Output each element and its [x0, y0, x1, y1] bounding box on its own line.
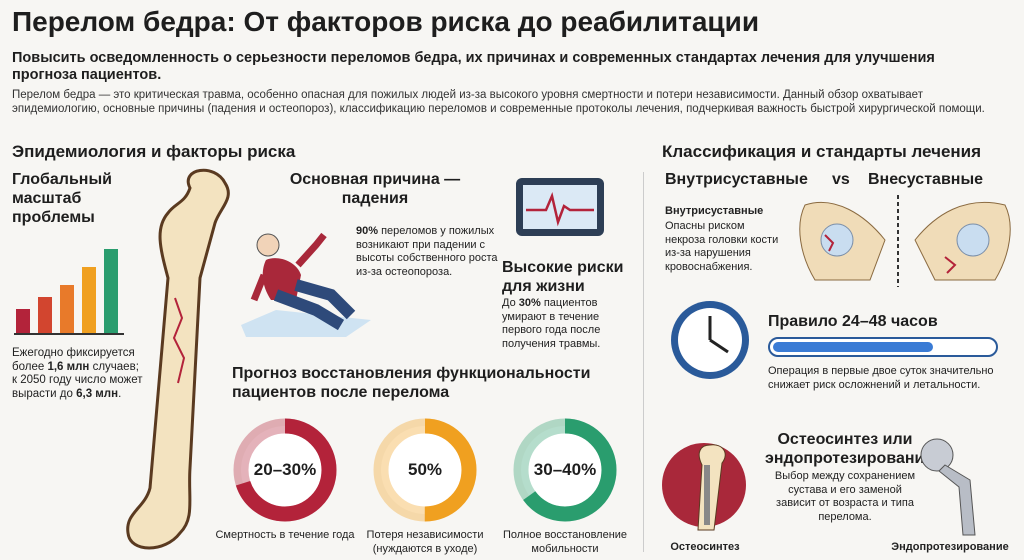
ring-arc	[373, 418, 477, 522]
progress-track	[768, 337, 998, 357]
implant-illustration	[920, 438, 976, 536]
ring-caption: Потеря независимости (нуждаются в уходе)	[366, 529, 484, 555]
compare-a: Внутрисуставные	[665, 171, 808, 188]
highlight: 6,3 млн	[76, 387, 119, 400]
divider	[643, 172, 644, 552]
left-heading: Эпидемиология и факторы риска	[12, 142, 296, 161]
osteosynthesis-illustration	[662, 443, 746, 531]
intra-title: Внутрисуставные	[665, 205, 764, 217]
prognosis-title: Прогноз восстановления функциональности …	[232, 365, 591, 401]
highlight: 90%	[356, 225, 379, 237]
intro: Перелом бедра — это критическая травма, …	[12, 89, 985, 115]
text: пациентов умирают в течение первого года…	[502, 297, 601, 350]
right-heading: Классификация и стандарты лечения	[662, 142, 982, 161]
text: До	[502, 297, 519, 309]
hip-illustration	[799, 195, 1011, 287]
intra-text: Опасны риском некроза головки кости из-з…	[665, 220, 779, 273]
clock-icon	[671, 301, 749, 379]
ring-label: 20–30%	[253, 460, 317, 479]
fall-illustration	[241, 232, 371, 337]
text: переломов у пожилых возникают при падени…	[356, 225, 498, 278]
compare-b: Внесуставные	[868, 171, 983, 188]
ring-arc	[233, 418, 337, 522]
ring-label: 30–40%	[533, 460, 597, 479]
risk-text: До 30% пациентов умирают в течение перво…	[502, 297, 622, 351]
highlight: 30%	[518, 297, 541, 309]
subtitle: Повысить осведомленность о серьезности п…	[12, 50, 935, 83]
ring-arc	[513, 418, 617, 522]
label-endoprosthesis: Эндопротезирование	[891, 541, 1009, 553]
scale-title: Глобальный масштаб проблемы	[12, 171, 112, 226]
rule-text: Операция в первые двое суток значительно…	[768, 365, 994, 391]
text: .	[118, 387, 122, 400]
title: Перелом бедра: От факторов риска до реаб…	[12, 6, 760, 37]
compare-vs: vs	[832, 171, 850, 188]
ring-caption: Полное восстановление мобильности	[502, 529, 628, 555]
falls-title: Основная причина — падения	[289, 171, 461, 207]
ring	[513, 418, 617, 522]
progress-fill	[773, 342, 933, 352]
surgery-title: Остеосинтез или эндопротезирование	[765, 431, 934, 467]
monitor-icon	[516, 178, 604, 236]
ring	[233, 418, 337, 522]
text: случаев; к 2050 году число может вырасти…	[12, 360, 143, 400]
bar-icon	[14, 249, 124, 335]
falls-text: 90% переломов у пожилых возникают при па…	[356, 225, 506, 279]
ring-label: 50%	[407, 460, 443, 479]
ring-caption: Смертность в течение года	[215, 529, 355, 541]
label-osteosynthesis: Остеосинтез	[670, 541, 740, 553]
risk-title: Высокие риски для жизни	[502, 259, 624, 295]
surgery-text: Выбор между сохранением сустава и его за…	[774, 470, 916, 523]
scale-text: Ежегодно фиксируется более 1,6 млн случа…	[12, 347, 147, 401]
highlight: 1,6 млн	[47, 360, 90, 373]
bone-illustration	[126, 168, 230, 550]
ring	[373, 418, 477, 522]
text: Ежегодно фиксируется более	[12, 347, 135, 373]
rule-title: Правило 24–48 часов	[768, 313, 938, 330]
